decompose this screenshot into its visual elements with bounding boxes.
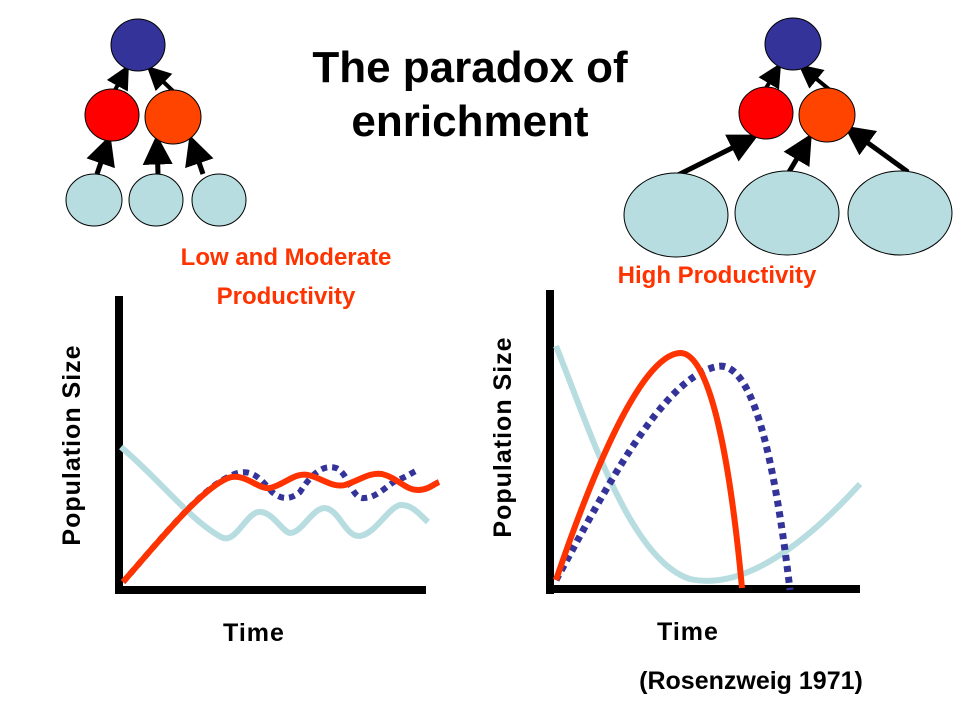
slide-title-line-1: The paradox of xyxy=(312,43,628,92)
right-panel: High Productivity Population Size Time xyxy=(489,262,863,646)
left-subtitle-line-1: Low and Moderate xyxy=(181,244,392,271)
left-y-axis-label: Population Size xyxy=(58,344,86,545)
right-predator-curve xyxy=(552,362,794,591)
right-resource-curve xyxy=(553,344,863,584)
arrow-resource1-to-consumer1 xyxy=(86,134,115,175)
right-consumer-node-1 xyxy=(738,86,794,140)
left-food-web xyxy=(65,18,247,227)
arrow-resource1-to-consumer1 xyxy=(676,134,759,178)
slide-title-line-2: enrichment xyxy=(351,97,589,146)
left-consumer-curve xyxy=(120,470,441,584)
right-predator-node xyxy=(764,17,822,71)
citation: (Rosenzweig 1971) xyxy=(639,667,863,695)
arrow-consumer2-to-predator xyxy=(798,64,832,92)
left-x-axis-label: Time xyxy=(223,619,285,647)
arrow-resource2-to-consumer2 xyxy=(142,134,173,175)
arrow-resource2-to-consumer2 xyxy=(783,133,812,174)
right-y-axis-label: Population Size xyxy=(489,336,517,537)
right-consumer-curve xyxy=(553,349,745,589)
left-consumer-node-2 xyxy=(144,89,202,145)
right-food-web xyxy=(623,17,953,258)
left-consumer-node-1 xyxy=(84,88,140,142)
arrow-consumer1-to-predator xyxy=(106,64,129,92)
right-resource-node-3 xyxy=(847,170,953,256)
arrow-consumer1-to-predator xyxy=(758,62,782,90)
left-subtitle-line-2: Productivity xyxy=(217,283,356,310)
right-consumer-node-2 xyxy=(798,87,856,143)
left-resource-node-2 xyxy=(128,173,184,227)
left-predator-node xyxy=(110,18,166,72)
left-panel: Low and Moderate Productivity Population… xyxy=(58,244,441,647)
right-subtitle: High Productivity xyxy=(618,262,817,289)
right-resource-node-2 xyxy=(734,170,840,256)
arrow-resource3-to-consumer2 xyxy=(185,134,214,175)
left-resource-node-1 xyxy=(65,173,123,227)
right-resource-node-1 xyxy=(623,172,729,258)
left-resource-node-3 xyxy=(191,173,247,227)
arrow-resource3-to-consumer2 xyxy=(843,125,910,175)
right-x-axis-label: Time xyxy=(657,618,719,646)
left-resource-curve xyxy=(119,444,431,542)
arrow-consumer2-to-predator xyxy=(146,65,176,94)
